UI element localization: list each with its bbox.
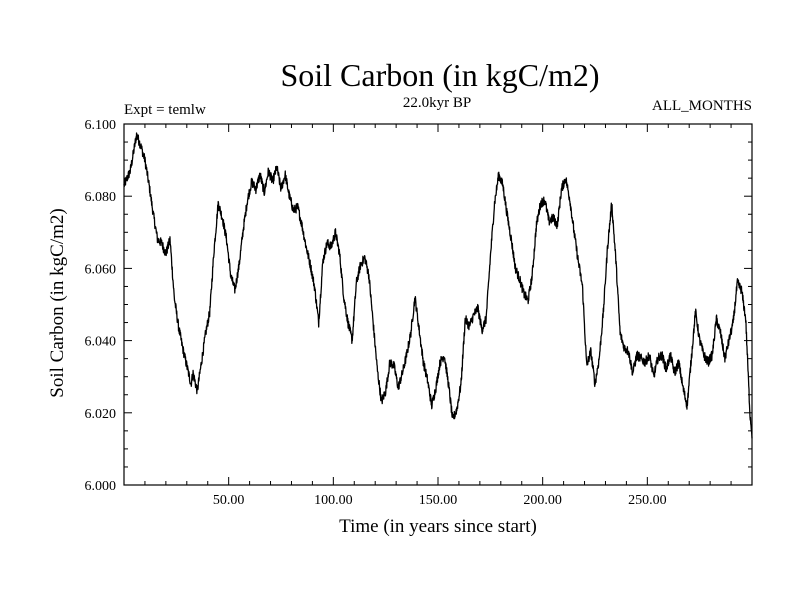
y-tick-label: 6.080 <box>85 190 117 205</box>
experiment-label: Expt = temlw <box>124 102 206 118</box>
chart-title: Soil Carbon (in kgC/m2) <box>280 57 599 93</box>
chart-subtitle: 22.0kyr BP <box>403 95 471 111</box>
x-tick-label: 100.00 <box>314 493 353 508</box>
y-tick-label: 6.060 <box>85 262 117 277</box>
x-axis-label: Time (in years since start) <box>339 516 537 537</box>
plot-area: 50.00 100.00 150.00 200.00 250.00 6.000 6.020 6… <box>85 118 753 508</box>
y-tick-label: 6.100 <box>85 118 117 133</box>
y-tick-label: 6.020 <box>85 407 117 422</box>
x-tick-label: 200.00 <box>523 493 562 508</box>
y-tick-label: 6.040 <box>85 335 117 350</box>
y-axis-label: Soil Carbon (in kgC/m2) <box>47 208 68 397</box>
series-line <box>123 132 753 439</box>
y-tick-label: 6.000 <box>85 479 117 494</box>
x-tick-label: 150.00 <box>419 493 458 508</box>
x-tick-label: 250.00 <box>628 493 667 508</box>
plot-frame <box>123 123 753 486</box>
x-tick-label: 50.00 <box>213 493 245 508</box>
months-label: ALL_MONTHS <box>652 98 752 114</box>
